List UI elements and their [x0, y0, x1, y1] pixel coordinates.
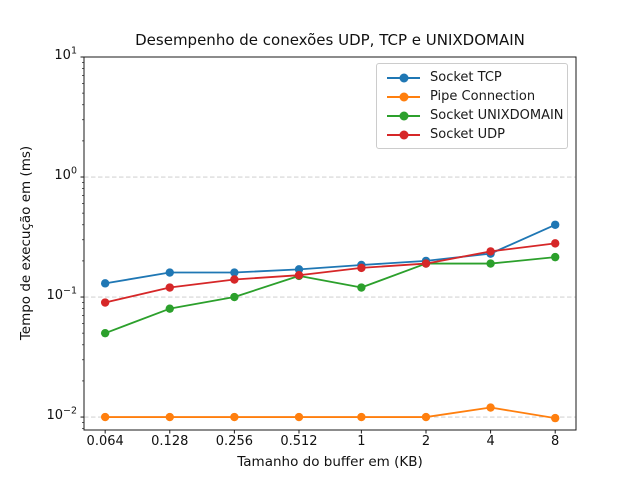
y-tick-base: 10	[46, 288, 63, 304]
legend-item-socket-udp: Socket UDP	[387, 125, 557, 144]
y-tick-base: 10	[46, 408, 63, 424]
series-marker-3	[230, 275, 239, 284]
legend-label: Socket UDP	[430, 127, 506, 142]
series-marker-2	[165, 304, 174, 313]
y-tick-base: 10	[54, 168, 71, 184]
series-marker-3	[294, 271, 304, 280]
legend-line-marker-icon	[387, 72, 420, 83]
series-marker-1	[551, 413, 560, 423]
series-marker-1	[294, 412, 304, 422]
legend-marker-dot	[399, 92, 408, 101]
series-marker-1	[357, 412, 366, 422]
series-marker-2	[551, 252, 560, 262]
y-tick-label-2: 10−1	[0, 285, 77, 304]
x-tick-label-7: 8	[551, 434, 560, 449]
series-marker-3	[100, 298, 110, 307]
y-tick-exponent: −2	[62, 405, 77, 417]
y-tick-label-1: 100	[0, 165, 77, 184]
y-tick-base: 10	[54, 48, 71, 63]
y-tick-label-3: 10−2	[0, 405, 77, 424]
x-tick-label-0: 0.064	[86, 434, 124, 449]
y-tick-exponent: 0	[70, 165, 77, 177]
series-marker-3	[357, 263, 366, 273]
x-tick-label-3: 0.512	[280, 434, 318, 449]
x-tick-label-6: 4	[486, 434, 495, 449]
x-tick-label-1: 0.128	[151, 434, 189, 449]
legend-line-marker-icon	[387, 129, 420, 140]
legend: Socket TCP Pipe Connection Socket UNIXDOMA…	[376, 63, 568, 149]
series-line-1	[105, 406, 556, 419]
legend-label: Socket UNIXDOMAIN	[430, 108, 564, 123]
legend-marker-dot	[399, 73, 408, 82]
series-marker-3	[165, 283, 174, 292]
series-marker-1	[100, 412, 110, 422]
series-marker-2	[357, 283, 366, 292]
series-marker-3	[551, 239, 560, 248]
legend-marker-dot	[399, 130, 408, 139]
legend-label: Socket TCP	[430, 70, 502, 85]
x-axis-label: Tamanho do buffer em (KB)	[237, 454, 423, 470]
series-marker-2	[230, 292, 239, 302]
x-tick-label-2: 0.256	[215, 434, 253, 449]
y-tick-exponent: 1	[70, 45, 77, 57]
series-marker-0	[165, 268, 174, 277]
chart-title: Desempenho de conexões UDP, TCP e UNIXDO…	[135, 31, 525, 49]
legend-item-socket-unixdomain: Socket UNIXDOMAIN	[387, 106, 564, 125]
series-marker-1	[486, 403, 495, 412]
series-line-3	[104, 242, 556, 304]
legend-line-marker-icon	[387, 91, 420, 102]
x-tick-label-4: 1	[357, 434, 366, 449]
y-tick-exponent: −1	[62, 285, 77, 297]
series-marker-1	[165, 412, 174, 422]
series-marker-1	[421, 412, 431, 422]
series-marker-2	[486, 259, 495, 268]
legend-marker-dot	[399, 111, 408, 120]
series-marker-1	[230, 412, 239, 422]
series-line-0	[105, 223, 556, 285]
series-marker-0	[294, 265, 304, 274]
series-marker-2	[100, 328, 110, 338]
series-marker-0	[551, 220, 560, 229]
series-marker-3	[486, 247, 495, 256]
series-marker-3	[421, 259, 431, 268]
series-marker-0	[230, 268, 239, 277]
legend-label: Pipe Connection	[430, 89, 536, 104]
series-line-2	[104, 256, 556, 335]
axes-spines	[83, 56, 577, 431]
legend-line-marker-icon	[387, 110, 420, 121]
legend-item-socket-tcp: Socket TCP	[387, 68, 557, 87]
x-tick-label-5: 2	[421, 434, 431, 449]
series-marker-0	[100, 279, 110, 288]
legend-item-pipe-connection: Pipe Connection	[387, 87, 557, 106]
y-tick-label-0: 101	[0, 45, 77, 63]
